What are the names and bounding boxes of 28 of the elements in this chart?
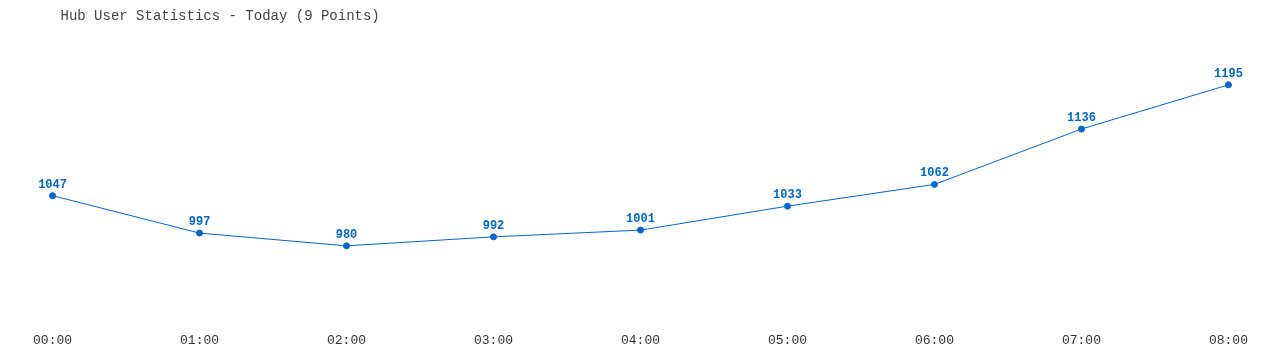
data-label: 1047	[38, 177, 67, 192]
point	[343, 242, 351, 250]
x-tick-label: 01:00	[180, 332, 220, 348]
data-label: 997	[188, 215, 211, 230]
point	[930, 180, 938, 188]
data-label: 1033	[773, 188, 802, 203]
x-tick-label: 02:00	[327, 332, 367, 348]
data-label: 1136	[1067, 111, 1096, 126]
point	[783, 202, 791, 210]
chart-title: Hub User Statistics - Today (9 Points)	[60, 7, 380, 24]
data-label: 980	[335, 227, 358, 242]
x-tick-label: 05:00	[767, 332, 807, 348]
data-label: 992	[482, 218, 505, 233]
data-label: 1195	[1214, 66, 1243, 81]
x-tick-label: 04:00	[621, 332, 661, 348]
x-tick-label: 06:00	[914, 332, 954, 348]
x-tick-label: 03:00	[474, 332, 514, 348]
point	[1224, 81, 1232, 89]
x-tick-label: 00:00	[33, 332, 73, 348]
point	[637, 226, 644, 234]
point	[490, 233, 498, 241]
point	[1077, 125, 1085, 133]
data-label: 1001	[626, 212, 655, 227]
data-label: 1062	[920, 166, 949, 181]
point	[49, 192, 57, 200]
x-tick-label: 07:00	[1061, 332, 1101, 348]
point	[196, 229, 204, 237]
x-tick-label: 08:00	[1208, 332, 1248, 348]
